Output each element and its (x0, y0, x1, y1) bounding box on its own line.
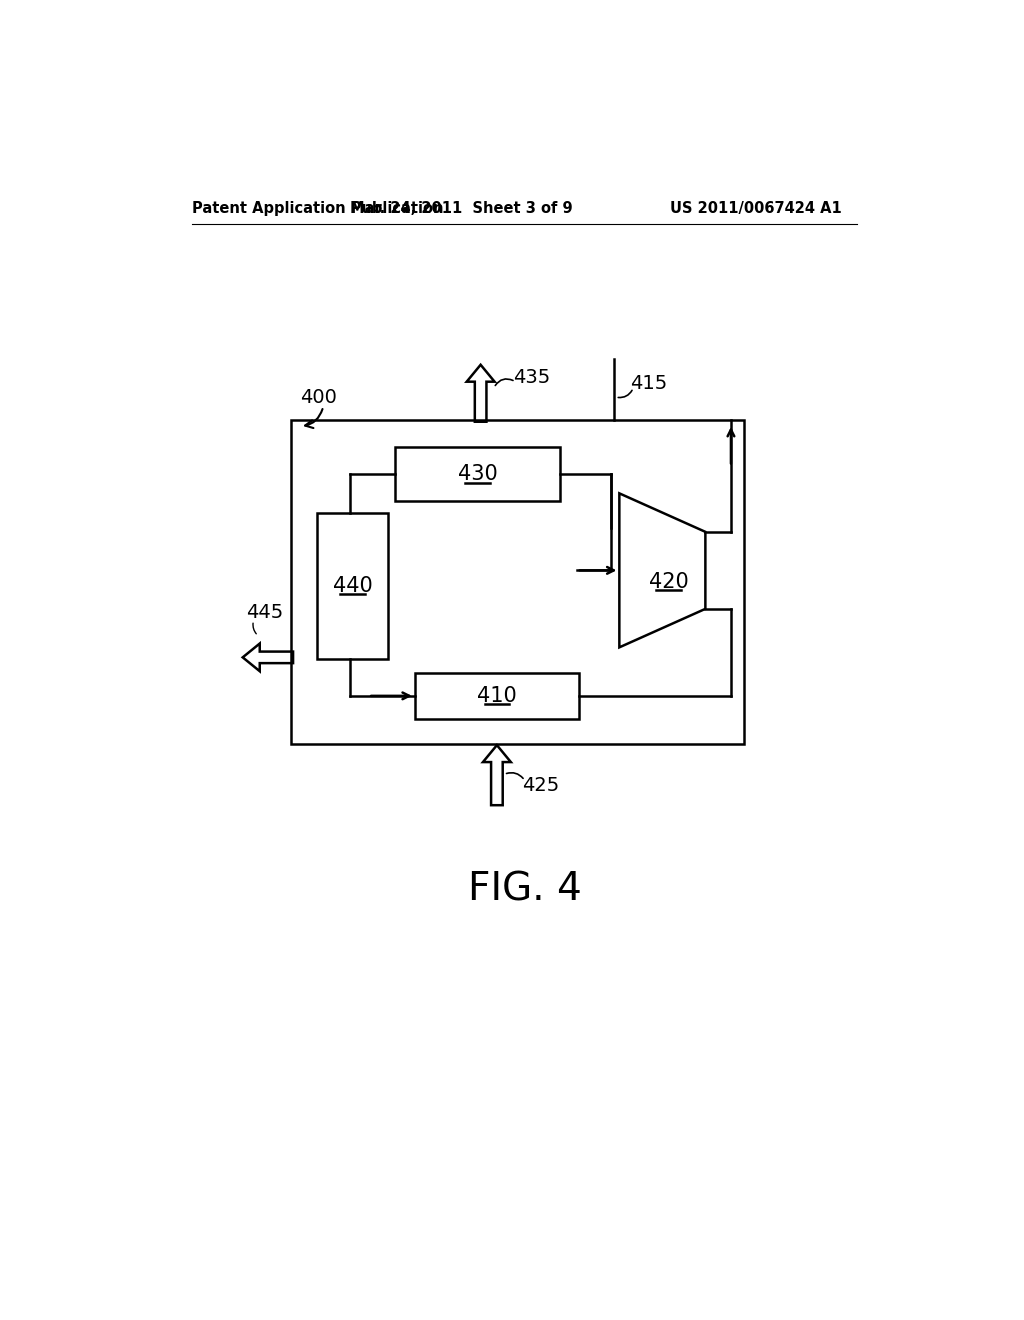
Text: 410: 410 (477, 686, 517, 706)
Text: FIG. 4: FIG. 4 (468, 871, 582, 909)
Bar (415, 673, 579, 719)
Text: 440: 440 (333, 576, 373, 595)
Text: 400: 400 (300, 388, 337, 407)
Bar (291, 420, 744, 743)
Text: 435: 435 (513, 368, 551, 387)
Text: 430: 430 (458, 465, 498, 484)
Text: Patent Application Publication: Patent Application Publication (193, 201, 443, 216)
Text: 445: 445 (246, 603, 283, 622)
Bar (317, 512, 388, 659)
Bar (395, 447, 560, 502)
Text: Mar. 24, 2011  Sheet 3 of 9: Mar. 24, 2011 Sheet 3 of 9 (350, 201, 572, 216)
Text: 420: 420 (648, 572, 688, 591)
Text: 415: 415 (630, 374, 668, 393)
Text: 425: 425 (521, 776, 559, 796)
Text: US 2011/0067424 A1: US 2011/0067424 A1 (671, 201, 843, 216)
